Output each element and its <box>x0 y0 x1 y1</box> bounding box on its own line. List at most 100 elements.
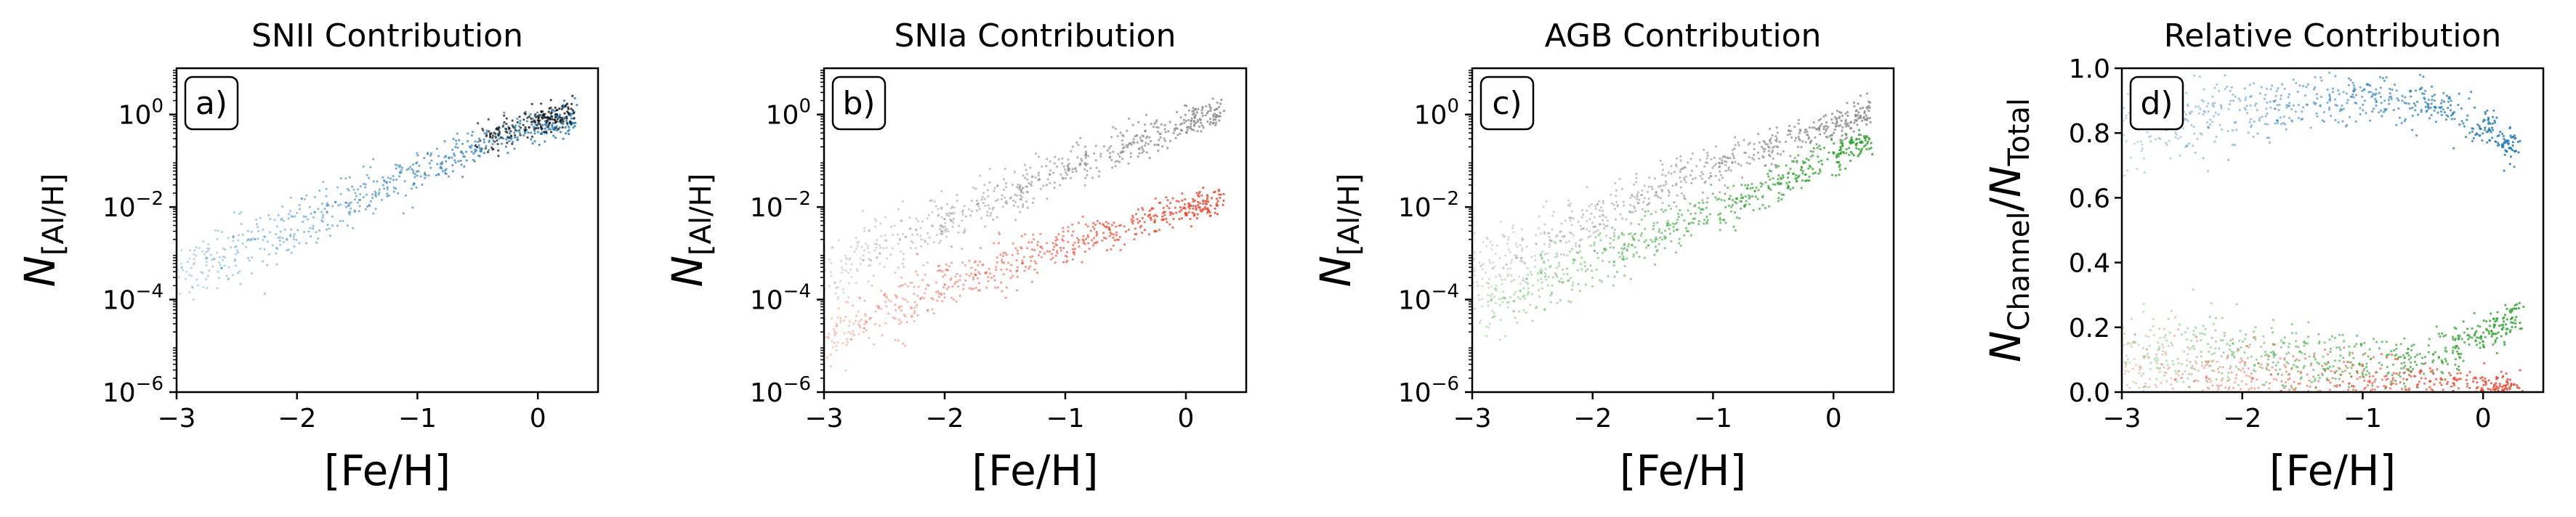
data-point <box>2277 361 2280 364</box>
data-point <box>1549 266 1551 269</box>
data-point <box>1518 310 1521 313</box>
data-point <box>2497 142 2500 144</box>
data-point <box>1756 198 1759 200</box>
data-point <box>2244 362 2247 365</box>
data-point <box>2420 357 2424 359</box>
data-point <box>1631 193 1634 196</box>
data-point <box>948 265 950 268</box>
data-point <box>522 118 525 121</box>
data-point <box>2269 88 2272 91</box>
data-point <box>413 182 416 185</box>
data-point <box>897 266 900 269</box>
data-point <box>2320 79 2323 82</box>
data-point <box>2322 367 2325 370</box>
data-point <box>1538 227 1541 230</box>
data-point <box>1062 165 1065 168</box>
panel-d: Relative Contribution−3 −2 −1 00.00.20.40.6… <box>1981 17 2545 495</box>
data-point <box>2155 356 2158 359</box>
data-point <box>292 238 295 241</box>
data-point <box>898 307 901 310</box>
data-point <box>1490 299 1493 302</box>
data-point <box>2140 374 2143 378</box>
data-point <box>1099 155 1102 158</box>
data-point <box>1797 135 1800 138</box>
data-point <box>397 192 400 195</box>
data-point <box>1113 233 1115 236</box>
data-point <box>1731 152 1734 155</box>
data-point <box>374 208 377 211</box>
data-point <box>895 295 898 298</box>
data-point <box>1839 141 1842 144</box>
data-point <box>1107 222 1110 225</box>
data-point <box>1209 118 1212 121</box>
data-point <box>2170 433 2172 435</box>
data-point <box>2274 107 2277 110</box>
data-point <box>533 132 536 135</box>
data-point <box>1023 163 1026 166</box>
data-point <box>996 184 999 187</box>
data-point <box>241 242 244 245</box>
data-point <box>2354 120 2357 123</box>
data-series <box>1472 92 1872 296</box>
data-point <box>1593 243 1596 247</box>
data-point <box>1579 262 1582 266</box>
data-point <box>843 332 846 335</box>
data-point <box>1579 290 1582 293</box>
data-point <box>1481 268 1484 271</box>
data-point <box>1563 235 1566 238</box>
data-point <box>359 185 362 188</box>
data-point <box>1744 195 1747 198</box>
data-point <box>2252 336 2256 339</box>
data-point <box>2122 326 2125 330</box>
data-point <box>2348 345 2351 348</box>
data-point <box>1086 225 1089 228</box>
data-point <box>2474 339 2477 342</box>
data-point <box>404 194 408 197</box>
data-point <box>208 269 211 272</box>
data-point <box>1012 204 1015 207</box>
data-point <box>1208 123 1211 126</box>
data-point <box>1731 203 1734 206</box>
data-point <box>510 137 513 139</box>
data-point <box>828 258 831 261</box>
data-point <box>281 237 284 240</box>
data-point <box>884 322 887 325</box>
data-point <box>1588 229 1591 232</box>
data-point <box>1731 198 1734 202</box>
data-point <box>1636 195 1639 198</box>
data-point <box>1797 118 1800 121</box>
data-point <box>1622 200 1625 203</box>
data-point <box>1622 255 1625 258</box>
data-point <box>1816 147 1819 150</box>
data-point <box>2403 361 2406 364</box>
data-point <box>1743 151 1746 154</box>
data-point <box>2402 382 2405 385</box>
data-point <box>1869 121 1872 123</box>
data-point <box>1511 227 1514 229</box>
data-point <box>887 298 890 301</box>
data-point <box>2173 378 2176 381</box>
data-point <box>1168 121 1171 123</box>
data-point <box>559 119 562 122</box>
data-point <box>1777 178 1780 181</box>
data-point <box>1521 239 1524 242</box>
data-point <box>2436 111 2439 114</box>
data-point <box>1641 208 1644 211</box>
data-point <box>1118 155 1121 158</box>
data-point <box>2240 357 2242 360</box>
data-point <box>2319 76 2322 79</box>
data-point <box>1826 136 1829 139</box>
data-point <box>1566 254 1569 257</box>
data-point <box>2316 361 2319 364</box>
data-point <box>1150 219 1152 221</box>
data-point <box>2304 94 2307 97</box>
data-point <box>1099 152 1102 155</box>
data-point <box>1053 245 1056 248</box>
data-point <box>1636 198 1639 200</box>
data-point <box>2513 166 2516 168</box>
data-point <box>1549 294 1552 297</box>
data-point <box>2435 325 2438 328</box>
data-point <box>1838 115 1841 118</box>
data-point <box>1807 167 1810 170</box>
data-point <box>2184 145 2187 148</box>
